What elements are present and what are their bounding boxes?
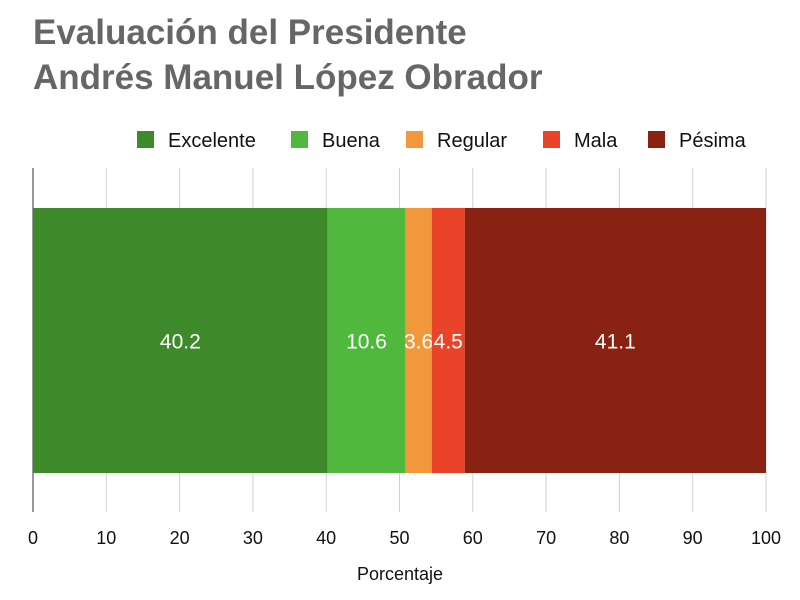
x-tick-label: 100: [751, 528, 781, 548]
x-tick-label: 60: [463, 528, 483, 548]
data-label: 3.6: [404, 331, 433, 354]
x-tick-label: 50: [389, 528, 409, 548]
bar-segment-buena: [327, 208, 406, 473]
x-tick-label: 40: [316, 528, 336, 548]
data-label: 40.2: [160, 331, 201, 354]
chart-title-line-1: Evaluación del Presidente: [33, 13, 467, 52]
data-label: 4.5: [434, 331, 463, 354]
legend-swatch: [291, 131, 308, 148]
data-label: 41.1: [595, 331, 636, 354]
x-tick-label: 20: [170, 528, 190, 548]
legend-swatch: [406, 131, 423, 148]
x-axis-label: Porcentaje: [357, 564, 443, 584]
bar-segment-excelente: [33, 208, 328, 473]
legend-label: Buena: [322, 130, 381, 152]
x-tick-label: 10: [96, 528, 116, 548]
legend-label: Pésima: [679, 130, 747, 152]
data-label: 10.6: [346, 331, 387, 354]
x-tick-label: 30: [243, 528, 263, 548]
x-tick-label: 70: [536, 528, 556, 548]
legend-label: Mala: [574, 130, 618, 152]
legend-swatch: [648, 131, 665, 148]
chart-title-line-2: Andrés Manuel López Obrador: [33, 58, 543, 97]
bar-segment-pésima: [464, 208, 766, 473]
legend-label: Excelente: [168, 130, 256, 152]
x-tick-label: 80: [609, 528, 629, 548]
legend-label: Regular: [437, 130, 507, 152]
x-tick-label: 0: [28, 528, 38, 548]
legend-swatch: [137, 131, 154, 148]
x-tick-label: 90: [683, 528, 703, 548]
bar-segment-mala: [431, 208, 465, 473]
legend-swatch: [543, 131, 560, 148]
bar-segment-regular: [405, 208, 432, 473]
